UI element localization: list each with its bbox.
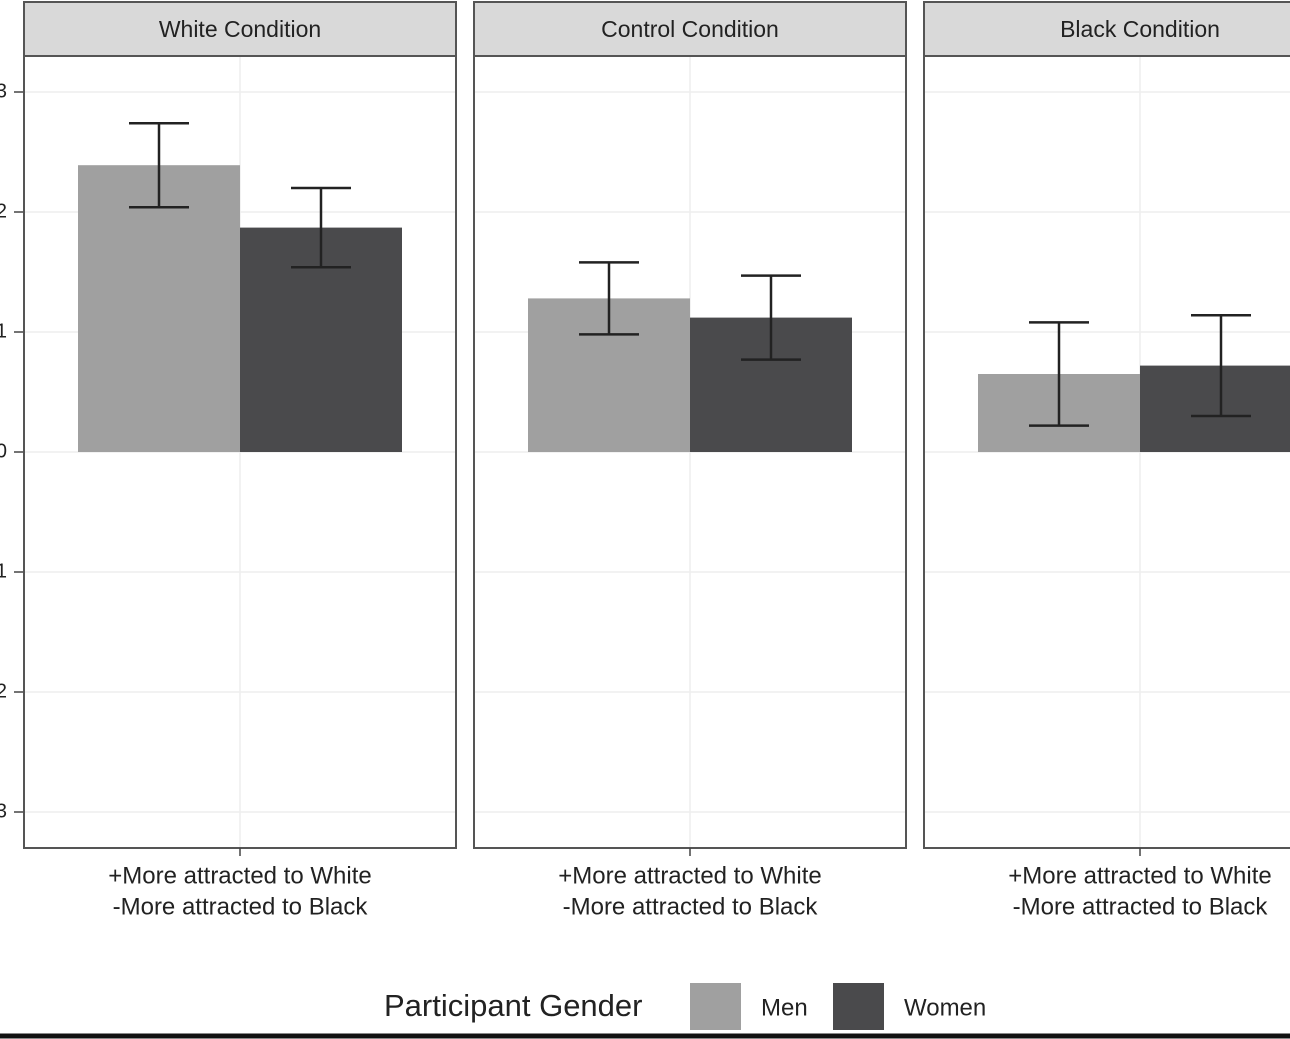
y-tick-label: -2 — [0, 680, 7, 702]
facet-title: Control Condition — [601, 16, 779, 42]
y-tick-label: 2 — [0, 200, 7, 222]
bar — [78, 165, 240, 452]
facet-strip — [473, 1, 907, 57]
x-axis-label: -More attracted to Black — [563, 893, 819, 920]
y-tick-label: -1 — [0, 560, 7, 582]
y-tick-label: 0 — [0, 440, 7, 462]
facet-strip — [923, 1, 1290, 57]
facet-strip — [23, 1, 457, 57]
x-axis-label: +More attracted to White — [558, 862, 821, 889]
facet-title: Black Condition — [1060, 16, 1220, 42]
x-axis-label: -More attracted to Black — [113, 893, 369, 920]
bar — [1140, 365, 1290, 452]
y-tick-label: 1 — [0, 320, 7, 342]
facet-title: White Condition — [159, 16, 321, 42]
legend-swatch — [690, 983, 741, 1030]
legend-title: Participant Gender — [384, 988, 642, 1023]
legend-label: Men — [761, 994, 808, 1021]
legend-swatch — [833, 983, 884, 1030]
x-axis-label: +More attracted to White — [108, 862, 371, 889]
legend-label: Women — [904, 994, 986, 1021]
y-tick-label: -3 — [0, 800, 7, 822]
x-axis-label: +More attracted to White — [1008, 862, 1271, 889]
x-axis-label: -More attracted to Black — [1013, 893, 1269, 920]
y-tick-label: 3 — [0, 80, 7, 102]
